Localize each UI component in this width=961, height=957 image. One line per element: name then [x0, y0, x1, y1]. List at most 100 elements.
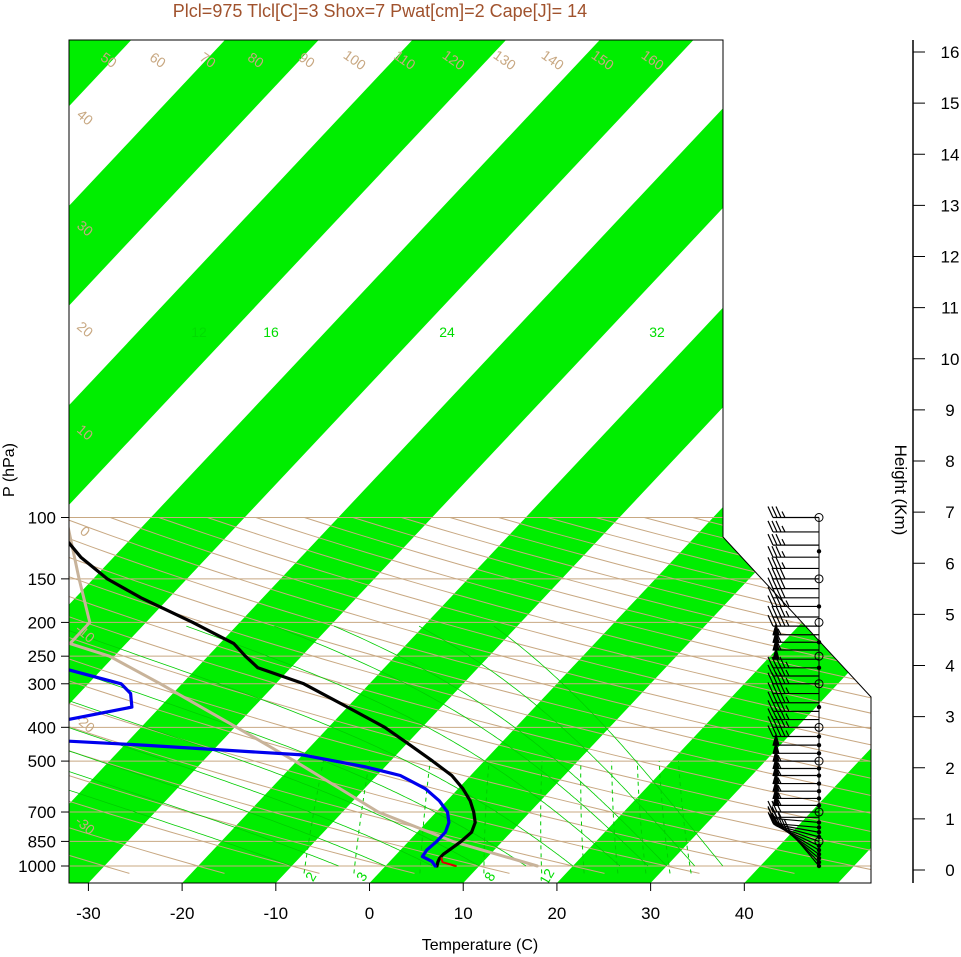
x-tick-label: 20: [547, 904, 566, 923]
wind-pennant: [772, 629, 780, 643]
wind-pennant: [772, 646, 780, 660]
height-tick-label: 1: [945, 810, 954, 829]
wind-half-feather: [777, 628, 782, 636]
isotherm-label-right: 30: [724, 125, 746, 147]
height-tick-label: 8: [945, 452, 954, 471]
dry-adiabat: [255, 517, 871, 874]
height-tick-label: 7: [945, 503, 954, 522]
x-tick-label: -10: [264, 904, 289, 923]
wind-barb-shaft: [775, 825, 820, 842]
wind-half-feather: [777, 784, 782, 792]
wind-barb: [767, 682, 819, 695]
wind-half-feather: [785, 610, 790, 618]
wind-feather: [767, 700, 774, 712]
height-marker-dot: [816, 665, 822, 671]
height-marker-circle: [814, 722, 824, 732]
wind-barb: [767, 691, 819, 704]
wind-feather: [775, 533, 782, 546]
height-marker-dot: [816, 788, 822, 794]
wind-feather: [767, 557, 774, 569]
mixing-ratio-label: 3: [353, 869, 371, 884]
wind-feather: [767, 506, 774, 518]
wind-feather: [767, 708, 774, 720]
wind-feather: [771, 800, 778, 813]
y-tick-label: 200: [28, 613, 56, 632]
height-tick-label: 10: [941, 350, 960, 369]
wind-barb: [767, 577, 819, 590]
height-marker-dot: [816, 796, 822, 801]
isotherm-label: 0: [77, 523, 93, 540]
y-tick-label: 500: [28, 752, 56, 771]
isotherm-band: [69, 40, 319, 883]
wind-half-feather: [781, 525, 786, 533]
wind-half-feather: [777, 792, 782, 799]
wind-half-feather: [785, 730, 790, 737]
y-axis-label: P (hPa): [1, 443, 18, 497]
wind-half-feather: [777, 812, 782, 820]
wind-feather: [775, 506, 782, 518]
height-marker-dot: [816, 742, 822, 748]
dry-adiabat: [401, 517, 871, 874]
x-tick-label: 0: [365, 904, 374, 923]
dry-adiabat: [69, 517, 871, 874]
wind-feather: [771, 506, 778, 518]
wind-half-feather: [785, 721, 790, 728]
wind-half-feather: [777, 799, 782, 806]
wind-feather: [775, 557, 782, 569]
wind-feather: [771, 545, 778, 558]
wind-barb: [767, 595, 819, 608]
wind-pennant: [772, 792, 780, 806]
wind-feather: [771, 557, 778, 569]
wind-feather: [775, 577, 782, 589]
height-tick-label: 13: [941, 196, 960, 215]
isotherm-bands: [69, 40, 871, 883]
isotherm-label-right: 30: [843, 648, 865, 670]
moist-adiabat: [69, 744, 292, 867]
wind-barbs: [767, 506, 824, 869]
height-tick-label: 3: [945, 708, 954, 727]
isotherm-label: 20: [74, 318, 96, 340]
height-marker-dot: [816, 640, 822, 645]
wind-half-feather: [781, 511, 786, 518]
isotherm-label-right: 10: [748, 540, 770, 562]
y-tick-label: 150: [28, 570, 56, 589]
dry-adiabat: [110, 517, 871, 874]
wind-barb: [767, 545, 819, 558]
isotherm-band: [69, 40, 871, 883]
theta-label: 100: [341, 47, 369, 74]
dry-adiabat: [449, 517, 871, 874]
height-marker-circle: [814, 756, 824, 766]
wind-feather: [767, 577, 774, 589]
wind-feather: [775, 682, 782, 694]
wind-half-feather: [785, 696, 790, 703]
dry-adiabat: [498, 517, 871, 874]
wind-half-feather: [781, 562, 786, 569]
wind-half-feather: [785, 705, 790, 712]
dry-adiabat: [69, 517, 795, 874]
wind-feather: [767, 800, 774, 813]
wind-feather: [767, 614, 774, 627]
mixing-ratio-label: 32: [649, 324, 665, 340]
wind-feather: [767, 725, 774, 737]
wind-feather: [767, 533, 774, 546]
height-marker-circle: [814, 617, 824, 627]
height-marker-dot: [816, 704, 822, 710]
wind-half-feather: [777, 777, 782, 784]
wind-barb: [767, 800, 819, 813]
height-marker-dot: [816, 766, 822, 771]
moist-adiabat: [69, 652, 527, 867]
wind-pennant: [772, 762, 780, 777]
isotherm-label-right: 20: [792, 590, 814, 612]
wind-pennant: [772, 748, 780, 762]
height-tick-label: 2: [945, 759, 954, 778]
theta-label: 60: [147, 49, 169, 71]
height-marker-dot: [816, 773, 822, 778]
height-marker-dot: [816, 820, 822, 825]
moist-adiabat: [69, 625, 574, 867]
dry-adiabat: [158, 517, 871, 874]
isotherm-band: [69, 40, 507, 883]
wind-feather: [771, 520, 778, 533]
mixing-ratio-label: 16: [263, 324, 279, 340]
wind-feather: [767, 672, 774, 685]
dry-adiabat: [352, 517, 871, 874]
